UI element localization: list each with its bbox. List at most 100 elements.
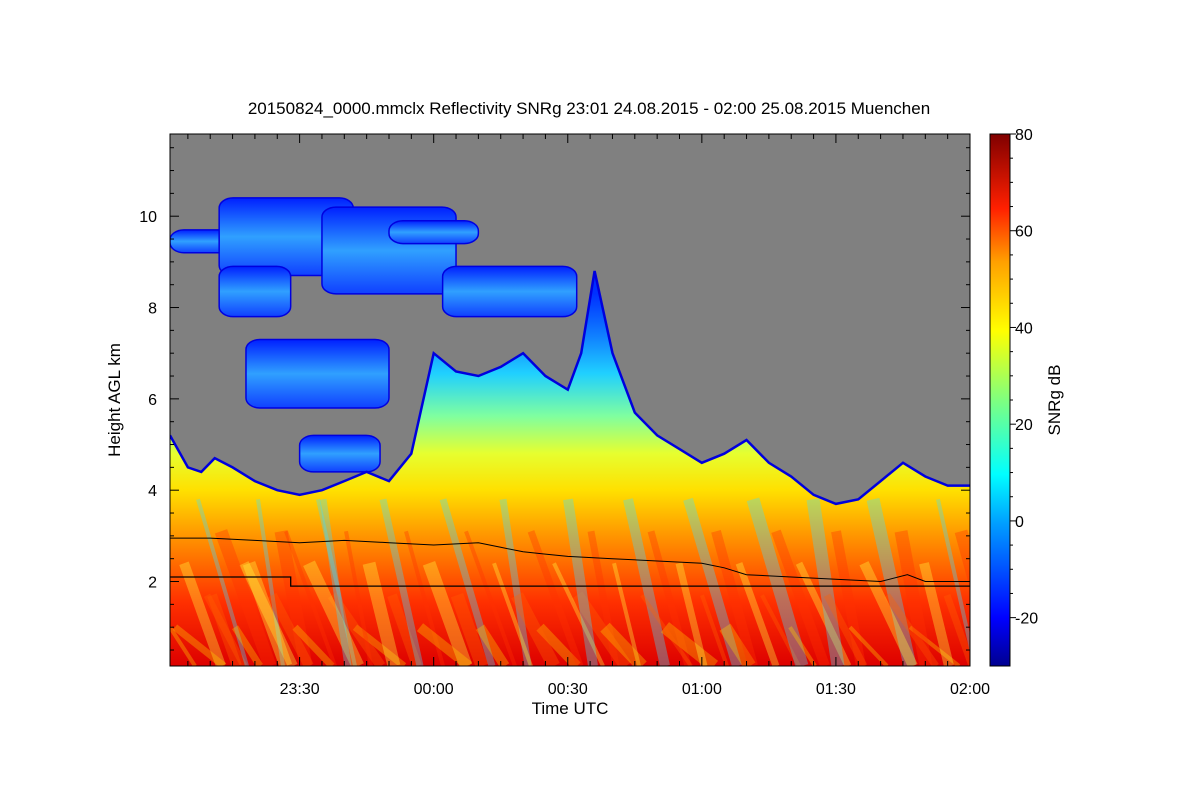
precip-streak <box>954 529 970 666</box>
precip-streak <box>267 592 314 666</box>
precip-streak <box>908 625 961 666</box>
upper-cloud-layer <box>388 220 480 245</box>
precip-streak <box>327 592 386 666</box>
precip-streak <box>563 498 598 666</box>
precip-streak <box>316 498 357 666</box>
x-tick-label: 01:30 <box>816 681 856 698</box>
precip-streak <box>788 626 817 666</box>
x-tick-label: 00:30 <box>548 681 588 698</box>
x-tick-label: 23:30 <box>280 681 320 698</box>
precip-streak <box>239 561 298 666</box>
precip-streak <box>660 622 719 666</box>
precip-streak <box>806 498 845 666</box>
precip-streak <box>700 594 729 666</box>
precip-streak <box>439 498 496 666</box>
colorbar-tick-label: 40 <box>1015 320 1033 337</box>
y-tick-label: 2 <box>148 575 157 592</box>
x-tick-label: 01:00 <box>682 681 722 698</box>
precip-streak <box>623 498 670 666</box>
precip-streak <box>172 624 227 666</box>
precip-streak <box>352 624 407 666</box>
precip-streak <box>894 530 933 666</box>
precip-streak <box>735 562 780 666</box>
x-tick-label: 00:00 <box>414 681 454 698</box>
upper-cloud-layer <box>298 434 381 473</box>
x-tick-label: 02:00 <box>950 681 990 698</box>
chart-title: 20150824_0000.mmclx Reflectivity SNRg 23… <box>248 99 930 118</box>
precip-streak <box>344 530 373 666</box>
precip-streak <box>831 530 866 666</box>
precip-streak <box>884 593 939 666</box>
y-tick-label: 8 <box>148 301 157 318</box>
precip-streak <box>683 497 742 666</box>
precip-streak <box>936 498 970 666</box>
upper-cloud-layer <box>245 338 390 409</box>
precip-streak <box>640 594 693 666</box>
melting-layer-line <box>170 537 970 583</box>
upper-cloud-layer <box>218 265 292 318</box>
y-axis-title: Height AGL km <box>105 343 124 457</box>
colorbar-tick-label: -20 <box>1015 611 1038 628</box>
precip-streak <box>511 592 560 666</box>
precip-streak <box>387 593 422 666</box>
precip-streak <box>274 530 313 666</box>
precip-streak <box>492 562 533 666</box>
precip-streak <box>866 497 917 666</box>
precip-streak <box>416 623 473 666</box>
precip-streak <box>771 529 830 666</box>
precip-streak <box>242 561 293 666</box>
precip-streak <box>943 594 970 666</box>
x-axis-title: Time UTC <box>532 699 609 718</box>
cloud-top-edge <box>170 270 970 506</box>
y-axis-ticks: 2 4 6 8 10 <box>139 147 970 651</box>
precip-streak <box>612 562 641 666</box>
precip-streak <box>464 530 517 666</box>
precip-streaks <box>170 497 970 666</box>
precip-streak <box>746 497 809 666</box>
precip-streak <box>919 562 954 666</box>
precip-streak <box>179 561 226 666</box>
precip-streak <box>207 593 242 666</box>
precip-streak <box>499 498 532 666</box>
precip-streak <box>675 562 708 666</box>
precip-streak <box>379 498 424 666</box>
precip-streak <box>362 561 401 666</box>
colorbar-ticks: 80 60 40 20 0 -20 <box>1010 127 1038 628</box>
precip-streak <box>170 626 197 666</box>
colorbar <box>989 133 1011 667</box>
colorbar-title: SNRg dB <box>1045 365 1064 436</box>
colorbar-tick-label: 60 <box>1015 224 1033 241</box>
precip-streak <box>292 624 335 666</box>
x-axis-ticks: 23:30 00:00 00:30 01:00 01:30 02:00 <box>187 134 990 698</box>
precip-streak <box>203 593 248 666</box>
precip-streak <box>823 593 868 666</box>
precip-streak <box>587 530 620 666</box>
upper-cloud-layer <box>441 265 578 318</box>
precip-streak <box>859 561 918 666</box>
colorbar-tick-label: 0 <box>1015 514 1024 531</box>
precip-streak <box>600 622 647 666</box>
precip-streak <box>536 623 581 666</box>
precip-streak <box>256 499 285 666</box>
precip-streak <box>303 560 364 666</box>
lower-reference-line <box>170 576 970 587</box>
y-tick-label: 4 <box>148 483 157 500</box>
precip-streak <box>647 530 692 666</box>
upper-cloud-layers <box>170 197 578 473</box>
precip-streak <box>319 498 352 666</box>
precip-streak <box>711 529 758 666</box>
plot-frame <box>169 133 971 667</box>
colorbar-tick-label: 20 <box>1015 417 1033 434</box>
precip-streak <box>232 625 263 666</box>
colorbar-tick-label: 80 <box>1015 127 1033 144</box>
precip-streak <box>552 562 605 666</box>
precip-streak <box>214 529 277 666</box>
precip-streak <box>475 624 510 666</box>
precip-streak <box>795 561 852 666</box>
precip-streak <box>422 561 473 666</box>
precip-streak <box>719 623 756 666</box>
precip-streak <box>196 498 249 666</box>
y-tick-label: 10 <box>139 209 157 226</box>
precip-streak <box>760 594 801 666</box>
